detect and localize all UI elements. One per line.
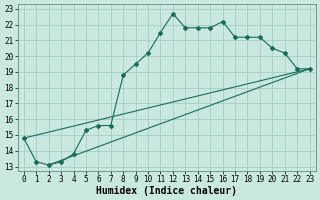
X-axis label: Humidex (Indice chaleur): Humidex (Indice chaleur) bbox=[96, 186, 237, 196]
